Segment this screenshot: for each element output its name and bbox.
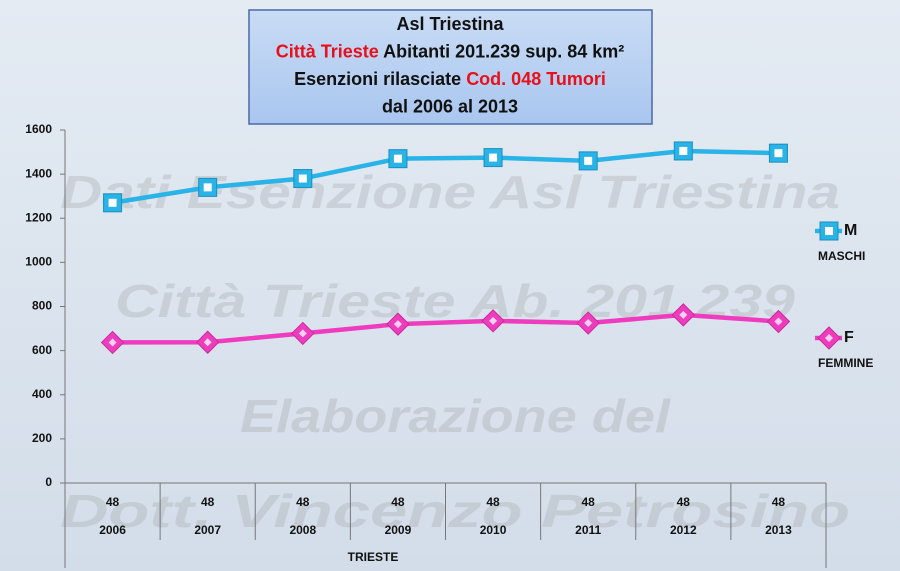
title-line: Asl Triestina bbox=[396, 14, 504, 34]
x-code-label: 48 bbox=[296, 495, 310, 509]
x-code-label: 48 bbox=[201, 495, 215, 509]
x-code-label: 48 bbox=[106, 495, 120, 509]
marker bbox=[195, 330, 220, 354]
y-tick-label: 1400 bbox=[25, 166, 52, 180]
x-code-label: 48 bbox=[677, 495, 691, 509]
marker-inner bbox=[489, 153, 498, 162]
marker bbox=[481, 309, 505, 333]
title-segment: Abitanti 201.239 sup. 84 km² bbox=[379, 41, 624, 61]
marker bbox=[198, 177, 218, 197]
marker bbox=[766, 309, 791, 334]
title-segment: Cod. 048 Tumori bbox=[466, 69, 606, 89]
marker bbox=[819, 221, 839, 241]
marker-inner bbox=[108, 198, 117, 207]
title-segment: Esenzioni rilasciate bbox=[294, 69, 466, 89]
marker bbox=[483, 148, 503, 168]
x-tick-label: 2009 bbox=[385, 523, 412, 537]
y-tick-label: 0 bbox=[45, 475, 52, 489]
marker-inner bbox=[774, 149, 783, 158]
x-tick-label: 2013 bbox=[765, 523, 792, 537]
watermark: Città Trieste Ab. 201.239 bbox=[115, 275, 796, 327]
marker-inner bbox=[825, 334, 833, 342]
marker-inner bbox=[203, 338, 212, 347]
title-segment: Asl Triestina bbox=[396, 14, 504, 34]
marker bbox=[388, 149, 408, 169]
marker-inner bbox=[825, 227, 833, 235]
title-line: Esenzioni rilasciate Cod. 048 Tumori bbox=[294, 69, 606, 89]
y-tick-label: 1000 bbox=[25, 255, 52, 269]
marker bbox=[386, 312, 410, 336]
marker-inner bbox=[108, 338, 117, 347]
marker-inner bbox=[679, 310, 688, 319]
x-tick-label: 2012 bbox=[670, 523, 697, 537]
y-tick-label: 800 bbox=[32, 299, 52, 313]
title-line: dal 2006 al 2013 bbox=[382, 96, 518, 116]
y-tick-label: 600 bbox=[32, 343, 52, 357]
x-tick-label: 2008 bbox=[289, 523, 316, 537]
marker bbox=[576, 311, 600, 335]
title: Asl Triestina Città Trieste Abitanti 201.… bbox=[276, 14, 624, 117]
x-code-label: 48 bbox=[486, 495, 500, 509]
marker-inner bbox=[774, 317, 783, 326]
y-tick-label: 1200 bbox=[25, 210, 52, 224]
legend-description: MASCHI bbox=[818, 249, 865, 263]
marker bbox=[100, 330, 125, 355]
legend-label: F bbox=[844, 329, 854, 346]
series-line bbox=[112, 148, 779, 206]
title-box bbox=[248, 9, 653, 125]
x-tick-label: 2010 bbox=[480, 523, 507, 537]
marker-inner bbox=[393, 320, 402, 329]
marker bbox=[103, 193, 123, 213]
x-tick-label: 2006 bbox=[99, 523, 126, 537]
marker-inner bbox=[298, 329, 307, 338]
y-tick-label: 400 bbox=[32, 387, 52, 401]
title-segment: Città Trieste bbox=[276, 41, 379, 61]
x-tick-label: 2011 bbox=[575, 523, 601, 537]
x-code-label: 48 bbox=[772, 495, 786, 509]
marker bbox=[578, 151, 598, 171]
title-segment: dal 2006 al 2013 bbox=[382, 96, 518, 116]
marker-inner bbox=[203, 183, 212, 192]
marker-inner bbox=[584, 156, 593, 165]
title-line: Città Trieste Abitanti 201.239 sup. 84 k… bbox=[276, 41, 624, 61]
marker bbox=[671, 303, 696, 327]
y-tick-label: 1600 bbox=[25, 122, 52, 136]
marker-inner bbox=[679, 146, 688, 155]
legend-description: FEMMINE bbox=[818, 356, 873, 370]
marker bbox=[293, 169, 313, 189]
marker bbox=[768, 143, 788, 163]
series-line bbox=[112, 312, 779, 345]
x-code-label: 48 bbox=[582, 495, 596, 509]
x-group-label: TRIESTE bbox=[348, 550, 399, 564]
y-tick-label: 200 bbox=[32, 431, 52, 445]
marker bbox=[673, 141, 693, 161]
legend-label: M bbox=[844, 222, 857, 239]
x-tick-label: 2007 bbox=[194, 523, 221, 537]
marker-inner bbox=[489, 316, 498, 325]
watermark: Dott. Vincenzo Petrosino bbox=[60, 485, 850, 537]
x-code-label: 48 bbox=[391, 495, 405, 509]
marker-inner bbox=[393, 154, 402, 163]
marker bbox=[291, 321, 315, 346]
marker-inner bbox=[298, 174, 307, 183]
marker bbox=[817, 326, 841, 350]
marker-inner bbox=[584, 319, 593, 328]
watermark: Elaborazione del bbox=[240, 390, 671, 442]
